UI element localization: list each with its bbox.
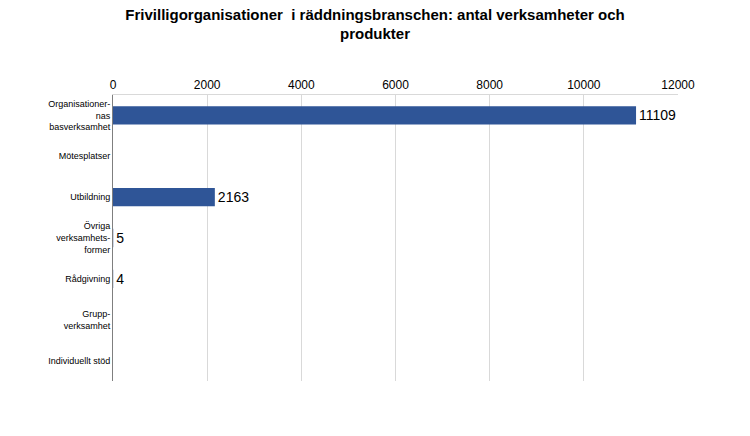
svg-text:2163: 2163 xyxy=(218,189,249,205)
svg-text:4: 4 xyxy=(116,271,124,287)
svg-text:6000: 6000 xyxy=(382,78,409,92)
svg-text:5: 5 xyxy=(116,230,124,246)
svg-text:4000: 4000 xyxy=(288,78,315,92)
svg-text:Individuellt stöd: Individuellt stöd xyxy=(48,356,110,366)
svg-text:Mötesplatser: Mötesplatser xyxy=(59,151,111,161)
svg-text:Rådgivning: Rådgivning xyxy=(65,274,110,284)
svg-text:Övrigaverksamhets-former: Övrigaverksamhets-former xyxy=(56,221,110,254)
svg-text:12000: 12000 xyxy=(661,78,695,92)
svg-text:Frivilligorganisationer i räd: Frivilligorganisationer i räddningsbrans… xyxy=(125,6,624,43)
svg-text:2000: 2000 xyxy=(194,78,221,92)
svg-text:Grupp-verksamhet: Grupp-verksamhet xyxy=(64,309,111,331)
svg-text:10000: 10000 xyxy=(567,78,601,92)
svg-text:Organisationer-nasbasverksamhe: Organisationer-nasbasverksamhet xyxy=(48,99,111,132)
svg-text:0: 0 xyxy=(110,78,117,92)
svg-text:Utbildning: Utbildning xyxy=(70,192,110,202)
svg-text:8000: 8000 xyxy=(476,78,503,92)
svg-text:11109: 11109 xyxy=(639,107,676,123)
